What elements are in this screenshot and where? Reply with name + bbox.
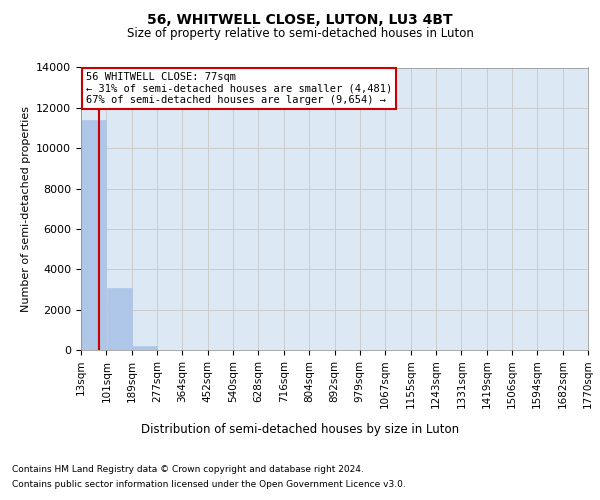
Bar [107, 288, 131, 350]
Bar [81, 120, 106, 350]
Bar [132, 346, 157, 350]
Text: 56, WHITWELL CLOSE, LUTON, LU3 4BT: 56, WHITWELL CLOSE, LUTON, LU3 4BT [147, 12, 453, 26]
Text: Contains HM Land Registry data © Crown copyright and database right 2024.: Contains HM Land Registry data © Crown c… [12, 465, 364, 474]
Text: Contains public sector information licensed under the Open Government Licence v3: Contains public sector information licen… [12, 480, 406, 489]
Text: 56 WHITWELL CLOSE: 77sqm
← 31% of semi-detached houses are smaller (4,481)
67% o: 56 WHITWELL CLOSE: 77sqm ← 31% of semi-d… [86, 72, 392, 105]
Y-axis label: Number of semi-detached properties: Number of semi-detached properties [20, 106, 31, 312]
Text: Size of property relative to semi-detached houses in Luton: Size of property relative to semi-detach… [127, 28, 473, 40]
Text: Distribution of semi-detached houses by size in Luton: Distribution of semi-detached houses by … [141, 422, 459, 436]
